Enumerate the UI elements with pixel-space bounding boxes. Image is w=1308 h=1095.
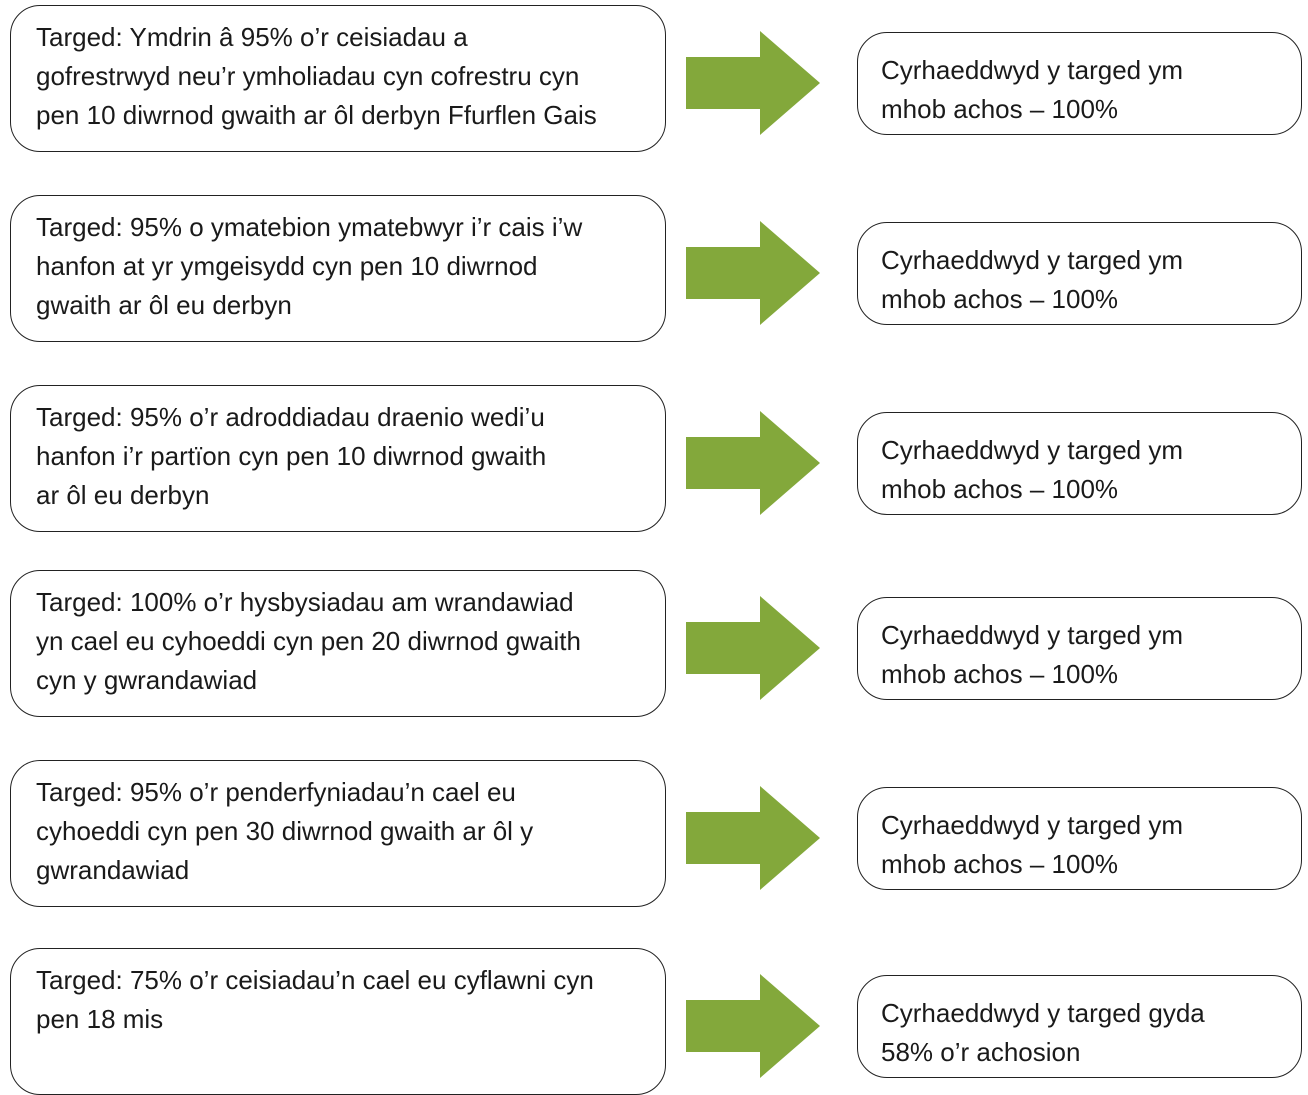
arrow xyxy=(686,596,820,700)
result-text: Cyrhaeddwyd y targed ym xyxy=(881,620,1184,650)
target-text: Targed: 100% o’r hysbysiadau am wrandawi… xyxy=(36,587,574,617)
target-box: Targed: 95% o’r adroddiadau draenio wedi… xyxy=(10,385,666,532)
arrow-shape xyxy=(686,411,820,515)
result-box: Cyrhaeddwyd y targed ym mhob achos – 100% xyxy=(857,32,1302,135)
arrow-shape xyxy=(686,786,820,890)
target-text: Targed: 95% o ymatebion ymatebwyr i’r ca… xyxy=(36,212,583,242)
arrow xyxy=(686,411,820,515)
target-text: cyn y gwrandawiad xyxy=(36,665,258,695)
result-text: mhob achos – 100% xyxy=(881,94,1119,124)
target-box: Targed: Ymdrin â 95% o’r ceisiadau a gofr… xyxy=(10,5,666,152)
arrow xyxy=(686,31,820,135)
result-text: Cyrhaeddwyd y targed ym xyxy=(881,55,1184,85)
result-box: Cyrhaeddwyd y targed ym mhob achos – 100% xyxy=(857,412,1302,515)
target-text: pen 18 mis xyxy=(36,1004,164,1034)
target-text: Targed: 75% o’r ceisiadau’n cael eu cyfl… xyxy=(36,965,594,995)
target-text: cyhoeddi cyn pen 30 diwrnod gwaith ar ôl… xyxy=(36,816,534,846)
result-text: 58% o’r achosion xyxy=(881,1037,1081,1067)
result-box: Cyrhaeddwyd y targed ym mhob achos – 100% xyxy=(857,787,1302,890)
target-text: gwaith ar ôl eu derbyn xyxy=(36,290,292,320)
result-text: Cyrhaeddwyd y targed gyda xyxy=(881,998,1205,1028)
result-text: mhob achos – 100% xyxy=(881,849,1119,879)
arrow xyxy=(686,974,820,1078)
target-box: Targed: 100% o’r hysbysiadau am wrandawi… xyxy=(10,570,666,717)
target-text: hanfon at yr ymgeisydd cyn pen 10 diwrno… xyxy=(36,251,538,281)
result-text: Cyrhaeddwyd y targed ym xyxy=(881,435,1184,465)
result-text: mhob achos – 100% xyxy=(881,659,1119,689)
arrow-shape xyxy=(686,31,820,135)
target-text: Targed: 95% o’r penderfyniadau’n cael eu xyxy=(36,777,516,807)
target-text: gofrestrwyd neu’r ymholiadau cyn cofrest… xyxy=(36,61,580,91)
target-text: pen 10 diwrnod gwaith ar ôl derbyn Ffurf… xyxy=(36,100,597,130)
target-text: Targed: 95% o’r adroddiadau draenio wedi… xyxy=(36,402,545,432)
target-text: ar ôl eu derbyn xyxy=(36,480,210,510)
target-box: Targed: 95% o ymatebion ymatebwyr i’r ca… xyxy=(10,195,666,342)
arrow-shape xyxy=(686,596,820,700)
result-text: mhob achos – 100% xyxy=(881,284,1119,314)
target-text: Targed: Ymdrin â 95% o’r ceisiadau a xyxy=(36,22,468,52)
result-text: Cyrhaeddwyd y targed ym xyxy=(881,810,1184,840)
result-box: Cyrhaeddwyd y targed ym mhob achos – 100% xyxy=(857,222,1302,325)
target-box: Targed: 95% o’r penderfyniadau’n cael eu… xyxy=(10,760,666,907)
arrow-shape xyxy=(686,221,820,325)
result-box: Cyrhaeddwyd y targed gyda 58% o’r achosio… xyxy=(857,975,1302,1078)
target-text: hanfon i’r partïon cyn pen 10 diwrnod gw… xyxy=(36,441,547,471)
arrow xyxy=(686,786,820,890)
target-text: gwrandawiad xyxy=(36,855,190,885)
target-box: Targed: 75% o’r ceisiadau’n cael eu cyfl… xyxy=(10,948,666,1095)
arrow-shape xyxy=(686,974,820,1078)
result-text: mhob achos – 100% xyxy=(881,474,1119,504)
result-text: Cyrhaeddwyd y targed ym xyxy=(881,245,1184,275)
target-text: yn cael eu cyhoeddi cyn pen 20 diwrnod g… xyxy=(36,626,581,656)
result-box: Cyrhaeddwyd y targed ym mhob achos – 100% xyxy=(857,597,1302,700)
arrow xyxy=(686,221,820,325)
